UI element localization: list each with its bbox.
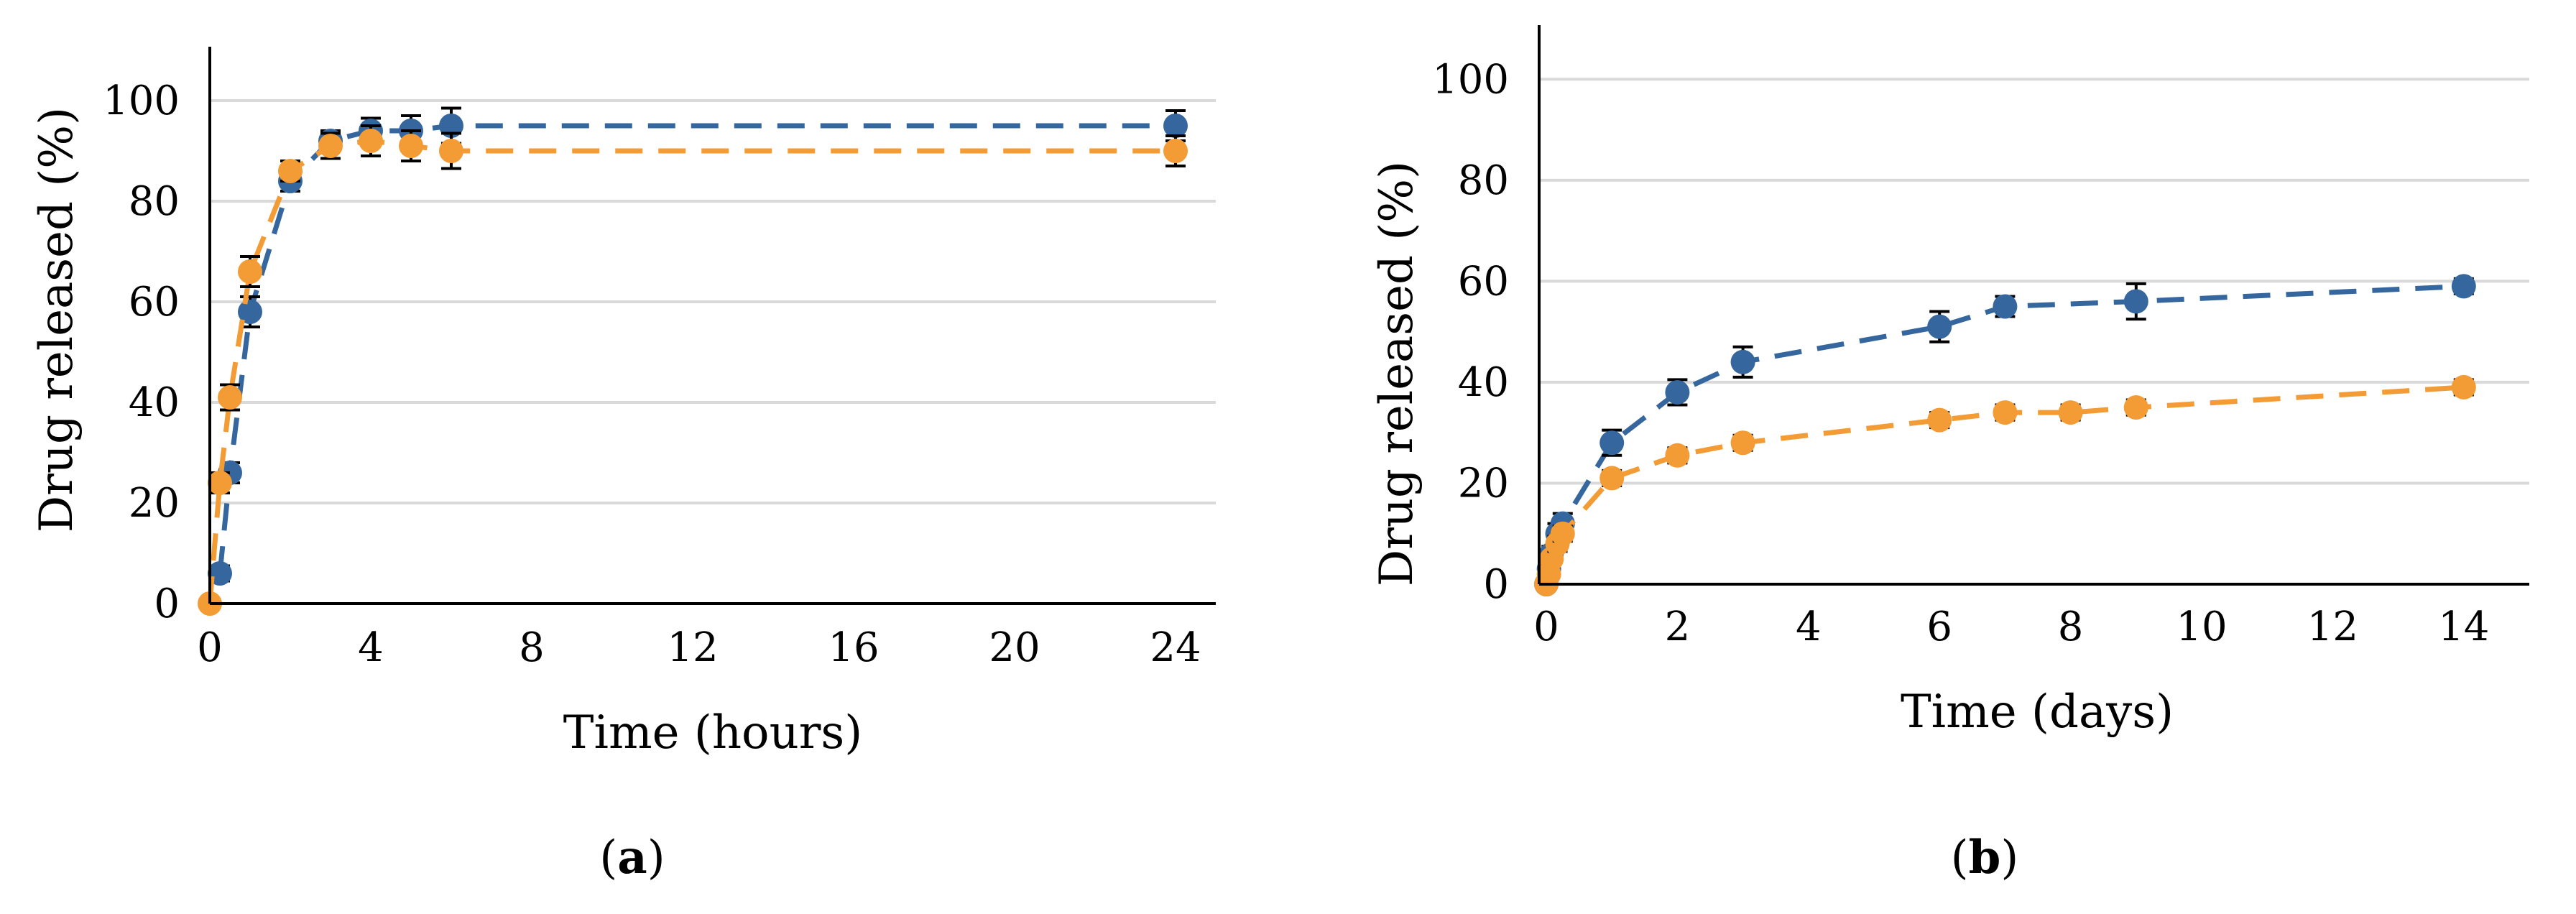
data-point — [1927, 314, 1952, 339]
series-line — [1543, 283, 2464, 585]
y-tick-label: 20 — [1458, 460, 1509, 507]
data-point — [439, 139, 463, 163]
data-point — [2451, 274, 2476, 299]
data-point — [1993, 294, 2018, 319]
data-point — [318, 134, 343, 158]
data-point — [1665, 379, 1690, 405]
x-tick-label: 8 — [519, 624, 545, 671]
y-tick-label: 60 — [1458, 258, 1509, 305]
data-point — [1163, 139, 1188, 163]
series-line — [207, 138, 1176, 604]
x-tick-label: 8 — [2058, 604, 2084, 650]
x-tick-label: 6 — [1926, 604, 1952, 650]
x-tick-label: 10 — [2176, 604, 2227, 650]
y-tick-label: 80 — [129, 178, 180, 225]
x-tick-label: 2 — [1665, 604, 1691, 650]
data-point — [208, 471, 232, 495]
x-tick-label: 12 — [2307, 604, 2358, 650]
x-tick-label: 12 — [667, 624, 718, 671]
y-tick-label: 0 — [1483, 561, 1509, 608]
data-point — [278, 159, 303, 183]
x-tick-labels-a: 0 4 8 12 16 20 24 — [197, 624, 1201, 671]
series-2 — [198, 124, 1188, 616]
x-tick-label: 0 — [197, 624, 223, 671]
data-point — [1993, 400, 2018, 425]
y-axis-title-b: Drug released (%) — [1370, 161, 1423, 586]
data-point — [2123, 395, 2148, 420]
data-point — [359, 129, 383, 153]
panel-letter-b: b — [1969, 831, 2001, 885]
chart-panel-a: 0 20 40 60 80 100 0 4 8 12 16 20 24 Time (hours) Dr… — [30, 47, 1216, 885]
y-tick-labels-b: 0 20 40 60 80 100 — [1432, 56, 1509, 608]
y-tick-label: 0 — [154, 581, 180, 627]
x-tick-label: 24 — [1150, 624, 1201, 671]
data-point — [218, 385, 242, 410]
y-tick-label: 100 — [1432, 56, 1509, 103]
x-tick-labels-b: 0 2 4 6 8 10 12 14 — [1533, 604, 2489, 650]
y-tick-labels-a: 0 20 40 60 80 100 — [103, 78, 180, 627]
x-axis-title-a: Time (hours) — [563, 706, 862, 760]
y-tick-label: 40 — [1458, 359, 1509, 406]
series-1 — [1534, 274, 2476, 596]
y-tick-label: 100 — [103, 78, 180, 124]
data-point — [1730, 349, 1755, 374]
series-group-a — [198, 106, 1188, 616]
x-tick-label: 4 — [1796, 604, 1822, 650]
panel-label-b: (b) — [1951, 831, 2019, 885]
series-line — [217, 123, 1176, 574]
gridlines-b — [1539, 78, 2529, 485]
y-tick-label: 80 — [1458, 157, 1509, 204]
data-point — [2058, 400, 2083, 425]
chart-panel-b: 0 20 40 60 80 100 0 2 4 6 8 10 12 14 Time (days) Dru… — [1370, 25, 2529, 885]
x-axis-title-b: Time (days) — [1901, 686, 2174, 739]
data-point — [1163, 114, 1188, 138]
data-point — [1927, 407, 1952, 433]
data-point — [1599, 466, 1625, 491]
data-point — [1599, 430, 1625, 456]
data-point — [2451, 374, 2476, 400]
panel-letter-a: a — [617, 831, 647, 885]
gridlines-a — [210, 99, 1216, 504]
data-point — [399, 134, 423, 158]
series-2 — [1534, 374, 2476, 596]
x-tick-label: 14 — [2438, 604, 2489, 650]
data-point — [238, 300, 262, 324]
x-tick-label: 20 — [989, 624, 1040, 671]
axes-a — [208, 47, 1216, 605]
data-point — [238, 259, 262, 284]
x-tick-label: 16 — [828, 624, 879, 671]
data-point — [1550, 521, 1575, 546]
series-group-b — [1534, 274, 2476, 596]
data-point — [2123, 289, 2148, 314]
y-tick-label: 60 — [129, 279, 180, 326]
series-1 — [208, 106, 1188, 586]
axes-b — [1538, 25, 2529, 586]
x-tick-label: 0 — [1533, 604, 1559, 650]
x-tick-label: 4 — [358, 624, 384, 671]
panel-label-a: (a) — [599, 831, 665, 885]
data-point — [1665, 443, 1690, 468]
y-tick-label: 40 — [129, 379, 180, 426]
y-axis-title-a: Drug released (%) — [30, 107, 83, 532]
y-tick-label: 20 — [129, 480, 180, 527]
data-point — [1730, 430, 1755, 456]
